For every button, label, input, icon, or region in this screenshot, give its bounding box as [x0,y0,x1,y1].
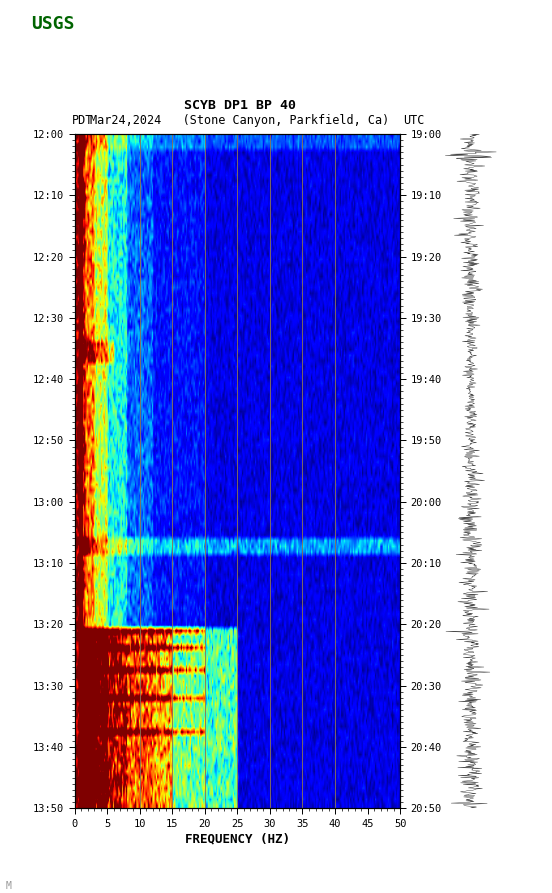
Text: Mar24,2024   (Stone Canyon, Parkfield, Ca): Mar24,2024 (Stone Canyon, Parkfield, Ca) [91,113,390,127]
Text: SCYB DP1 BP 40: SCYB DP1 BP 40 [184,98,296,112]
X-axis label: FREQUENCY (HZ): FREQUENCY (HZ) [185,833,290,846]
Text: PDT: PDT [72,113,93,127]
Text: USGS: USGS [31,15,75,33]
Text: UTC: UTC [403,113,424,127]
Text: M: M [6,880,12,890]
